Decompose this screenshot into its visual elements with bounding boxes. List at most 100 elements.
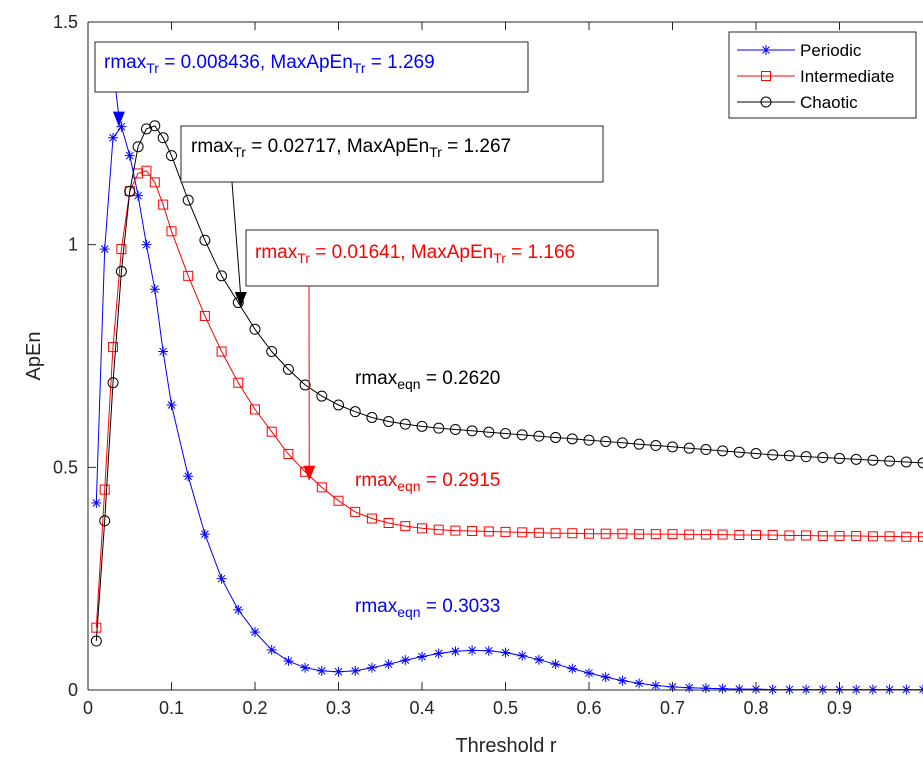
data-point: [433, 422, 445, 434]
data-point: [760, 96, 772, 108]
data-point: [751, 530, 761, 541]
annotation-text: rmaxeqn = 0.2915: [355, 470, 500, 494]
legend-entry-intermediate: Intermediate: [737, 67, 895, 86]
data-point: [917, 457, 923, 469]
data-point: [250, 627, 260, 638]
data-point: [600, 672, 611, 683]
legend-entry-periodic: Periodic: [737, 41, 862, 60]
x-tick-label: 0: [83, 698, 93, 718]
annotation-box: [180, 125, 604, 183]
data-point: [316, 482, 327, 493]
data-point: [750, 448, 762, 460]
data-point: [316, 665, 327, 676]
data-point: [99, 244, 110, 255]
data-point: [761, 45, 771, 55]
data-point: [233, 377, 244, 388]
data-point: [783, 450, 795, 462]
data-point: [550, 528, 561, 539]
data-point: [717, 445, 729, 457]
data-point: [584, 528, 594, 539]
data-point: [533, 430, 545, 442]
x-tick-label: 0.8: [743, 698, 768, 718]
data-point: [166, 150, 177, 162]
data-point: [717, 529, 728, 540]
data-point: [734, 530, 745, 541]
annotation-5: rmaxeqn = 0.2915: [355, 470, 500, 494]
data-point: [784, 530, 795, 541]
data-point: [366, 513, 377, 524]
data-point: [617, 675, 628, 686]
data-point: [183, 270, 194, 281]
y-tick-label: 1: [68, 235, 78, 255]
data-point: [717, 683, 728, 694]
data-point: [383, 415, 395, 427]
data-point: [483, 426, 495, 438]
data-point: [416, 420, 428, 432]
data-point: [834, 452, 845, 464]
data-point: [767, 530, 778, 541]
data-point: [108, 342, 119, 353]
y-tick-label: 1.5: [53, 12, 78, 32]
data-point: [700, 683, 711, 694]
data-point: [683, 442, 695, 454]
y-tick-label: 0.5: [53, 457, 78, 477]
data-point: [417, 523, 427, 534]
data-point: [133, 190, 144, 201]
series-line-intermediate: [95, 170, 923, 628]
data-point: [107, 377, 119, 389]
data-point: [467, 645, 478, 656]
legend-label: Chaotic: [800, 93, 858, 112]
data-point: [466, 425, 478, 437]
data-point: [483, 526, 494, 537]
data-point: [918, 531, 923, 542]
data-point: [90, 635, 102, 647]
legend: Periodic Intermediate Chaotic: [728, 31, 917, 119]
data-point: [149, 177, 160, 188]
x-tick-label: 0.5: [493, 698, 518, 718]
data-point: [366, 662, 377, 673]
data-point: [516, 429, 528, 441]
data-point: [108, 132, 119, 143]
data-point: [300, 662, 311, 673]
legend-entry-chaotic: Chaotic: [737, 93, 858, 112]
annotation-4: rmaxeqn = 0.2620: [355, 368, 500, 392]
data-point: [566, 433, 578, 445]
data-point: [91, 497, 102, 508]
legend-label: Periodic: [800, 41, 862, 60]
data-point: [834, 530, 845, 541]
x-tick-label: 0.3: [326, 698, 351, 718]
data-point: [817, 452, 829, 464]
data-point: [900, 456, 912, 468]
annotation-text: rmaxeqn = 0.2620: [355, 368, 500, 392]
data-point: [634, 529, 645, 540]
annotation-3: rmaxTr = 0.01641, MaxApEnTr = 1.166: [245, 229, 659, 481]
data-point: [733, 446, 745, 458]
x-tick-label: 0.6: [576, 698, 601, 718]
data-point: [567, 663, 578, 674]
data-point: [800, 451, 812, 463]
data-point: [283, 656, 294, 667]
data-point: [199, 529, 210, 540]
data-point: [249, 323, 261, 335]
data-point: [650, 440, 662, 452]
data-point: [684, 529, 695, 540]
data-point: [141, 165, 152, 176]
data-point: [684, 682, 695, 693]
data-point: [533, 654, 544, 665]
series-layer: [90, 120, 923, 695]
data-point: [600, 528, 611, 539]
data-point: [517, 527, 528, 538]
data-point: [282, 363, 294, 375]
data-point: [817, 530, 828, 541]
annotation-text: rmaxeqn = 0.3033: [355, 596, 500, 620]
data-point: [199, 310, 210, 321]
data-point: [216, 346, 227, 357]
data-point: [399, 418, 411, 430]
axes-layer: 0 0.1 0.2 0.3 0.4 0.5 0.6 0.7 0.8 0.9 0 0.5 1 1.5: [53, 12, 923, 718]
data-point: [250, 404, 260, 415]
data-point: [132, 141, 144, 153]
data-point: [149, 284, 160, 295]
annotation-arrow-head: [112, 111, 125, 127]
data-point: [116, 121, 127, 132]
